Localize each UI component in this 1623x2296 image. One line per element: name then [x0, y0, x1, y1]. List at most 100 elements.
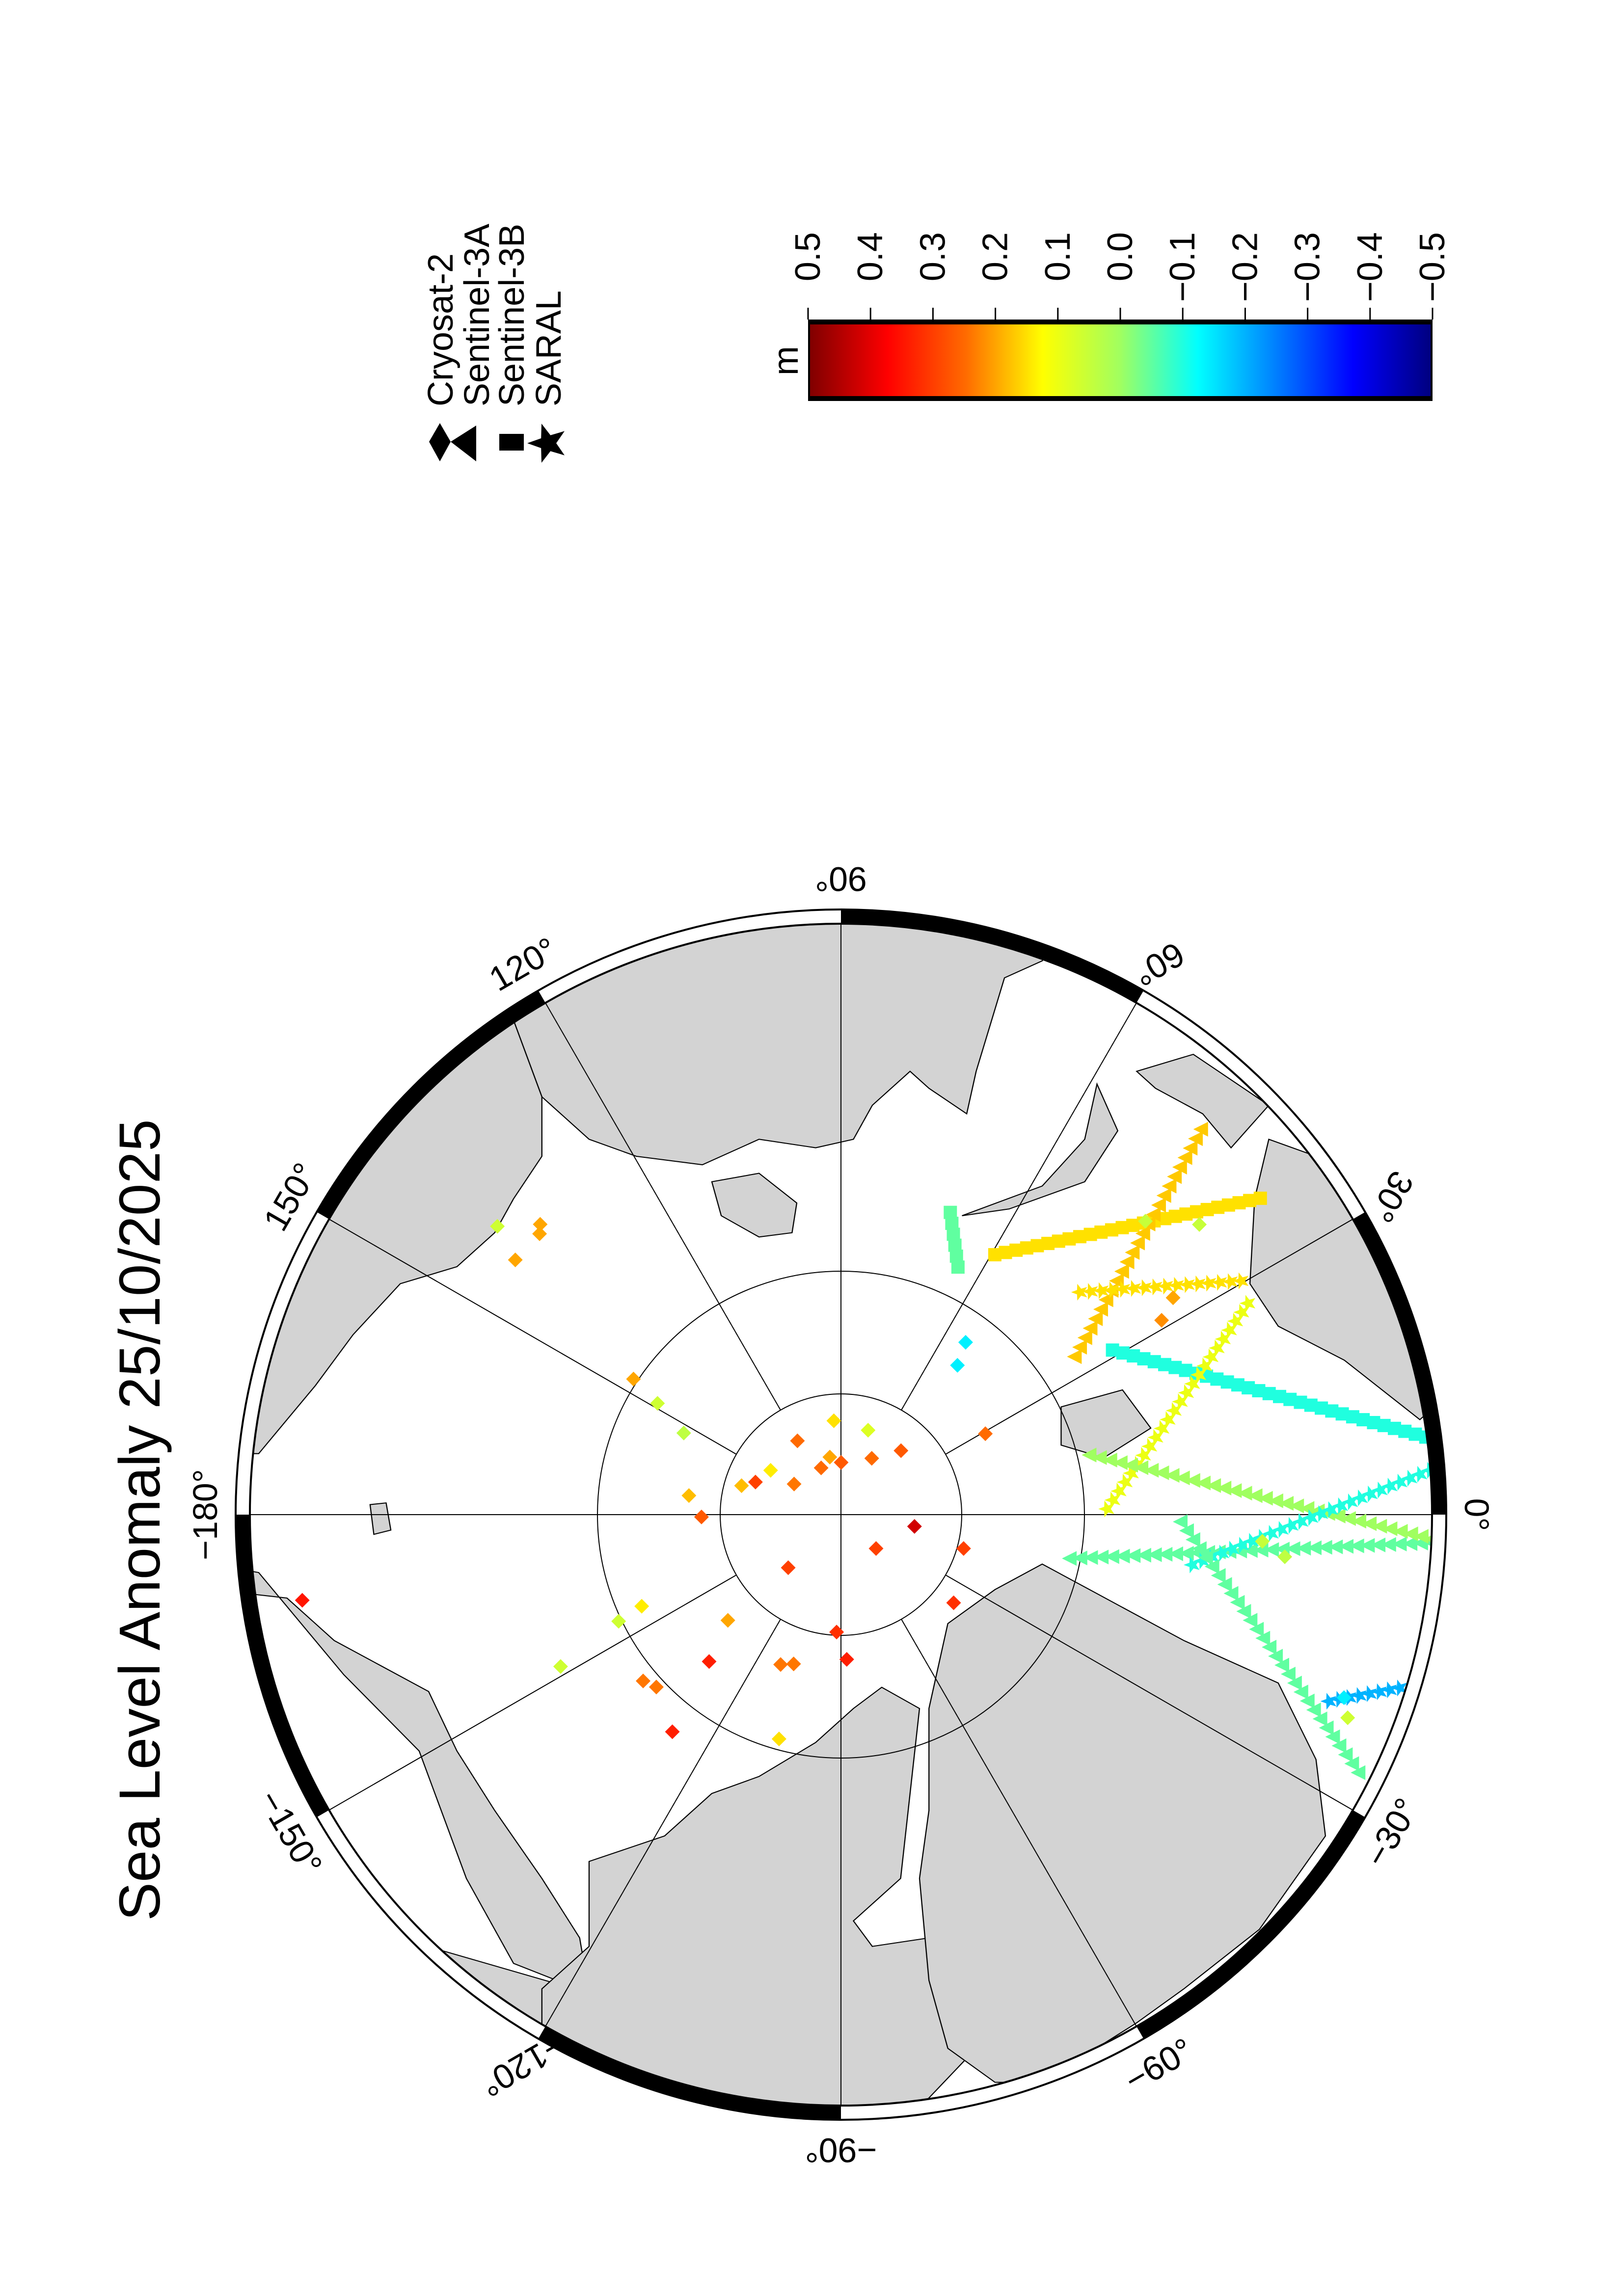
track-observation-marker — [1206, 1478, 1221, 1493]
track-observation-marker — [1135, 1447, 1151, 1464]
observations — [295, 1121, 1439, 1780]
track-observation-marker — [1312, 1711, 1327, 1727]
track-observation-marker — [1287, 1676, 1302, 1691]
track-observation-marker — [1371, 1537, 1386, 1552]
longitude-label: −180° — [186, 1469, 224, 1560]
track-observation-marker — [1123, 1458, 1138, 1473]
meridian-line — [901, 1002, 1137, 1411]
longitude-label: −120° — [474, 2026, 572, 2104]
track-observation-marker — [1268, 1649, 1283, 1664]
track-observation-marker — [1172, 1159, 1187, 1175]
square-icon — [499, 434, 524, 451]
track-observation-marker — [1093, 1302, 1108, 1317]
track-observation-marker — [1114, 1264, 1129, 1279]
track-observation-marker — [1372, 1481, 1388, 1498]
track-observation-marker — [1243, 1533, 1259, 1550]
track-observation-marker — [1227, 1483, 1242, 1498]
track-observation-marker — [1289, 1498, 1304, 1514]
track-observation-marker — [1083, 1550, 1098, 1565]
colorbar-tick-label: −0.2 — [1225, 232, 1265, 302]
track-observation-marker — [1144, 1463, 1159, 1478]
track-observation-marker — [1077, 1330, 1092, 1345]
track-observation-marker — [1109, 1273, 1124, 1288]
colorbar-tick-label: −0.4 — [1351, 232, 1390, 302]
legend-label-sentinel-3b: Sentinel-3B — [492, 224, 532, 406]
observation-marker — [634, 1599, 649, 1614]
observation-marker — [626, 1371, 641, 1387]
legend-label-saral: SARAL — [529, 291, 568, 406]
observation-marker — [978, 1426, 993, 1442]
track-observation-marker — [1211, 1568, 1226, 1583]
track-observation-marker — [1274, 1657, 1290, 1673]
track-observation-marker — [1421, 1462, 1437, 1479]
track-observation-marker — [1342, 1493, 1358, 1510]
track-observation-marker — [1134, 1460, 1149, 1475]
legend-label-cryosat-2: Cryosat-2 — [421, 253, 460, 406]
meridian-line — [945, 1575, 1353, 1811]
observation-marker — [829, 1625, 844, 1640]
meridian-line — [328, 1219, 737, 1455]
track-observation-marker — [1147, 1429, 1163, 1446]
observation-marker — [1336, 1690, 1352, 1705]
observation-marker — [771, 1731, 786, 1746]
track-observation-marker — [1217, 1577, 1232, 1592]
observation-marker — [636, 1673, 651, 1688]
track-observation-marker — [1221, 1321, 1237, 1339]
track-observation-marker — [1196, 1357, 1213, 1374]
legend-label-sentinel-3a: Sentinel-3A — [458, 224, 497, 406]
frame-segment — [840, 909, 1144, 1003]
observation-marker — [702, 1654, 717, 1669]
track-observation-marker — [1072, 1550, 1087, 1566]
track-observation-marker — [1217, 1480, 1232, 1495]
track-observation-marker — [1237, 1486, 1252, 1501]
observation-marker — [295, 1593, 310, 1608]
frame-segment — [1136, 1810, 1365, 2039]
track-observation-marker — [1116, 1473, 1133, 1491]
colorbar: 0.5 0.4 0.3 0.2 0.1 0.0 −0.1 −0.2 −0.3 −0.4 −0.5 m — [766, 232, 1452, 401]
track-observation-marker — [1094, 1549, 1109, 1565]
track-observation-marker — [1071, 1283, 1087, 1301]
track-observation-marker — [1191, 1541, 1207, 1556]
track-observation-marker — [1164, 1468, 1180, 1483]
observation-marker — [681, 1488, 697, 1503]
observation-marker — [1277, 1549, 1293, 1564]
colorbar-tick-label: 0.2 — [976, 232, 1015, 281]
track-observation-marker — [951, 1260, 965, 1274]
track-observation-marker — [1232, 1272, 1249, 1289]
track-observation-marker — [1236, 1604, 1251, 1619]
observation-marker — [893, 1443, 909, 1458]
track-observation-marker — [1198, 1550, 1213, 1565]
colorbar-tick-label: 0.4 — [851, 232, 890, 281]
track-observation-marker — [1360, 1685, 1377, 1702]
track-observation-marker — [1184, 1556, 1200, 1574]
meridian-line — [901, 1619, 1137, 2027]
observation-marker — [956, 1541, 971, 1556]
track-observation-marker — [1177, 1150, 1192, 1165]
track-observation-marker — [1339, 1539, 1354, 1554]
track-observation-marker — [1103, 1281, 1120, 1299]
track-observation-marker — [1168, 1277, 1184, 1294]
observation-marker — [1340, 1710, 1355, 1725]
triangle-icon — [451, 426, 476, 461]
track-observation-marker — [1088, 1311, 1103, 1326]
track-observation-marker — [1157, 1278, 1173, 1295]
track-observation-marker — [1153, 1420, 1170, 1437]
track-observation-marker — [1285, 1541, 1300, 1556]
track-observation-marker — [1130, 1235, 1145, 1251]
colorbar-tick-label: −0.1 — [1163, 232, 1202, 302]
observation-marker — [490, 1219, 505, 1234]
track-observation-marker — [1292, 1513, 1309, 1530]
track-observation-marker — [1296, 1541, 1311, 1556]
observation-marker — [508, 1252, 523, 1267]
track-observation-marker — [1092, 1450, 1107, 1465]
track-observation-marker — [1125, 1245, 1140, 1260]
track-observation-marker — [1223, 1586, 1239, 1601]
track-observation-marker — [1213, 1545, 1230, 1562]
colorbar-unit-label: m — [766, 346, 806, 375]
track-observation-marker — [1184, 1375, 1200, 1392]
track-observation-marker — [1255, 1630, 1271, 1646]
track-observation-marker — [1215, 1331, 1231, 1348]
track-observation-marker — [1179, 1276, 1195, 1293]
observation-marker — [1165, 1290, 1181, 1306]
track-observation-marker — [1258, 1491, 1273, 1506]
